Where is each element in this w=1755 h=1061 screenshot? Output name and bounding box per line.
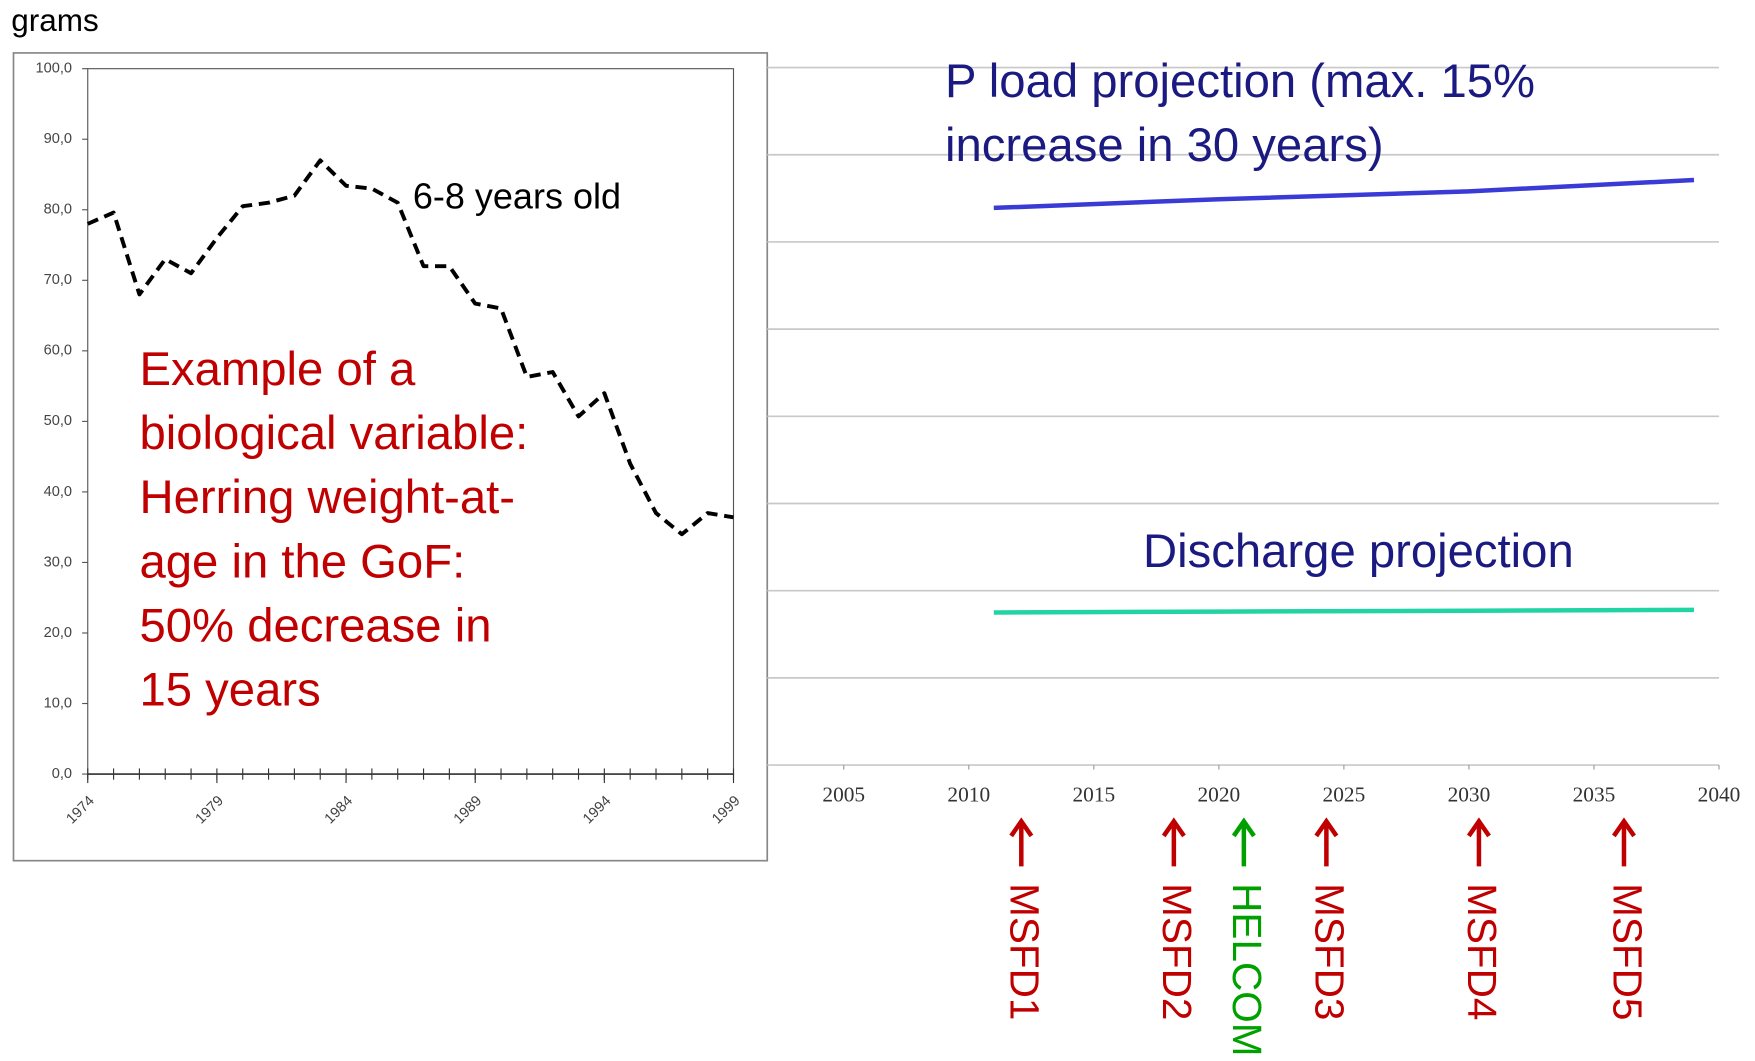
milestone-marker: MSFD1: [1002, 817, 1048, 1020]
y-tick-label: 50,0: [44, 413, 72, 429]
milestone-marker: MSFD5: [1604, 817, 1650, 1020]
arrow-head: [1314, 817, 1339, 838]
milestone-label: MSFD3: [1307, 883, 1353, 1020]
series-label: increase in 30 years): [945, 119, 1384, 172]
x-tick-label: 2020: [1197, 782, 1240, 806]
milestone-label: MSFD1: [1002, 883, 1048, 1020]
milestone-marker: HELCOM: [1224, 817, 1270, 1056]
series-label: 6-8 years old: [413, 176, 621, 217]
arrow-head: [1466, 817, 1491, 838]
x-tick-label: 2015: [1072, 782, 1115, 806]
y-tick-label: 70,0: [44, 272, 72, 288]
y-tick-label: 40,0: [44, 484, 72, 500]
milestone-label: HELCOM: [1224, 883, 1270, 1056]
milestone-marker: MSFD3: [1307, 817, 1353, 1020]
arrow-head: [1231, 817, 1256, 838]
annotation-line: 15 years: [140, 664, 321, 717]
annotation-line: Example of a: [140, 343, 416, 396]
milestone-marker: MSFD2: [1154, 817, 1200, 1020]
y-tick-label: 10,0: [44, 695, 72, 711]
y-tick-label: 100,0: [35, 61, 72, 77]
y-tick-label: 60,0: [44, 343, 72, 359]
milestone-label: MSFD5: [1604, 883, 1650, 1020]
x-tick-label: 2030: [1448, 782, 1491, 806]
annotation-line: Herring weight-at-: [140, 471, 516, 524]
series-label: Discharge projection: [1143, 525, 1574, 578]
x-tick-label: 2040: [1698, 782, 1741, 806]
x-tick-label: 2025: [1323, 782, 1366, 806]
arrow-head: [1611, 817, 1636, 838]
milestone-label: MSFD2: [1154, 883, 1200, 1020]
y-tick-label: 90,0: [44, 131, 72, 147]
y-tick-label: 80,0: [44, 202, 72, 218]
annotation-line: biological variable:: [140, 407, 529, 460]
series-label: P load projection (max. 15%: [945, 55, 1535, 108]
annotation-line: 50% decrease in: [140, 599, 492, 652]
annotation-line: age in the GoF:: [140, 535, 466, 588]
x-tick-label: 2005: [822, 782, 865, 806]
milestone-marker: MSFD4: [1459, 817, 1505, 1020]
y-tick-label: 30,0: [44, 554, 72, 570]
y-axis-label: grams: [11, 2, 99, 38]
y-tick-label: 20,0: [44, 625, 72, 641]
milestone-label: MSFD4: [1459, 883, 1505, 1020]
left-frame: [12, 52, 769, 862]
x-tick-label: 2035: [1573, 782, 1616, 806]
arrow-head: [1161, 817, 1186, 838]
series-line: [993, 607, 1695, 615]
arrow-head: [1009, 817, 1034, 838]
series-line: [993, 177, 1695, 211]
y-tick-label: 0,0: [52, 766, 72, 782]
series-line: [86, 158, 734, 537]
x-tick-label: 2010: [947, 782, 990, 806]
